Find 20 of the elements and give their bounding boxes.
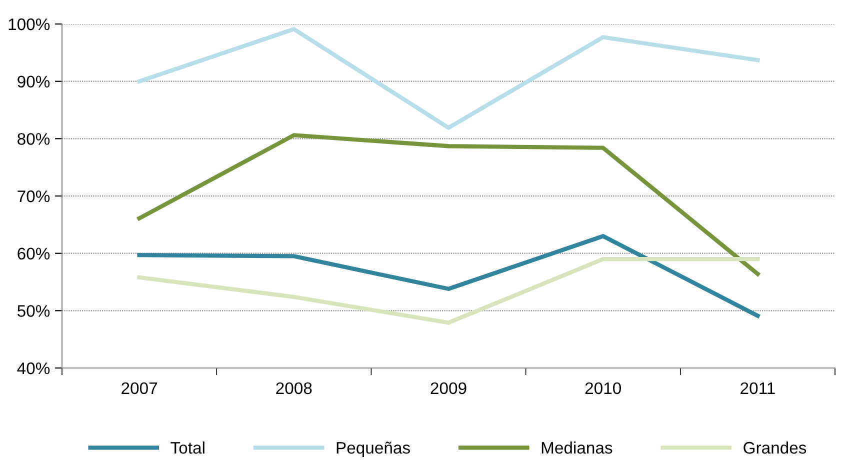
y-tick-label: 50% — [18, 305, 50, 317]
y-tick-label: 80% — [18, 133, 50, 145]
y-tick-label: 100% — [8, 18, 50, 30]
line-series — [137, 234, 760, 318]
y-tick-label: 40% — [17, 362, 50, 374]
legend-label: Medianas — [542, 441, 612, 454]
y-tick-label: 70% — [18, 190, 50, 202]
x-tick-label: 2011 — [740, 382, 775, 394]
line-series — [137, 27, 760, 130]
x-tick-label: 2008 — [276, 382, 312, 394]
legend-label: Pequeñas — [336, 442, 410, 458]
legend-label: Grandes — [744, 441, 806, 454]
y-tick-label: 90% — [18, 76, 50, 88]
y-tick-label: 60% — [18, 248, 50, 260]
line-series — [137, 133, 760, 276]
x-tick-label: 2010 — [585, 382, 621, 394]
legend-label: Total — [170, 441, 204, 454]
x-tick-label: 2009 — [430, 382, 466, 394]
line-series — [137, 256, 760, 325]
x-tick-label: 2007 — [122, 382, 158, 394]
